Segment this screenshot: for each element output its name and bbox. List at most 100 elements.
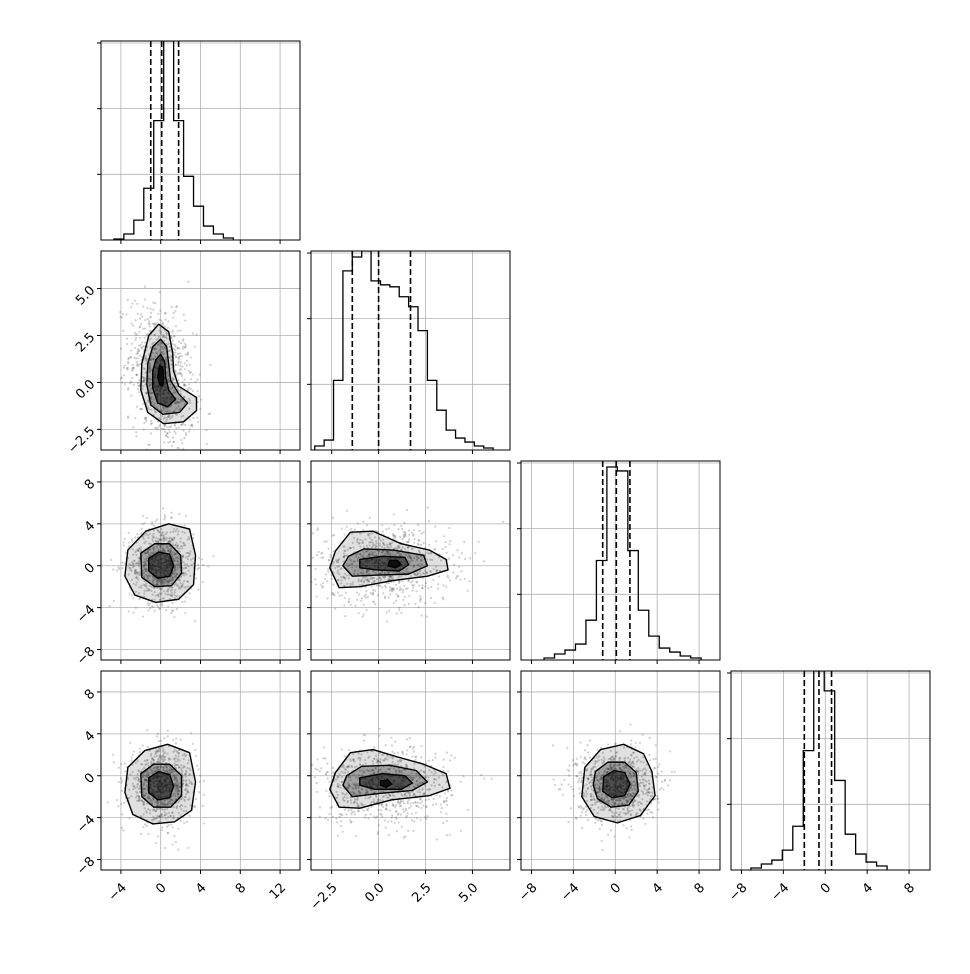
scatter-point [123, 544, 125, 546]
scatter-point [365, 590, 367, 592]
scatter-point [410, 805, 412, 807]
scatter-point [151, 521, 153, 523]
scatter-point [395, 816, 397, 818]
scatter-point [439, 795, 441, 797]
scatter-point [385, 744, 387, 746]
scatter-point [124, 538, 126, 540]
scatter-point [344, 597, 346, 599]
scatter-point [118, 767, 120, 769]
scatter-point [361, 597, 363, 599]
scatter-point [341, 528, 343, 530]
scatter-point [449, 543, 451, 545]
scatter-point [413, 538, 415, 540]
scatter-point [425, 818, 427, 820]
scatter-point [118, 781, 120, 783]
scatter-point [124, 763, 126, 765]
scatter-point [444, 800, 446, 802]
scatter-point [157, 426, 159, 428]
scatter-point [411, 819, 413, 821]
scatter-point [182, 338, 184, 340]
scatter-point [182, 429, 184, 431]
scatter-point [656, 798, 658, 800]
scatter-point [194, 381, 196, 383]
scatter-point [480, 774, 482, 776]
scatter-point [175, 364, 177, 366]
scatter-point [174, 344, 176, 346]
scatter-point [146, 307, 148, 309]
scatter-point [136, 497, 138, 499]
scatter-point [136, 364, 138, 366]
scatter-point [189, 418, 191, 420]
scatter-point [171, 445, 173, 447]
x-tick-label: −2.5 [308, 880, 341, 913]
scatter-point [147, 833, 149, 835]
scatter-point [161, 829, 163, 831]
scatter-point [179, 352, 181, 354]
y-tick-label: 0.0 [73, 377, 98, 402]
scatter-point [282, 779, 284, 781]
scatter-point [373, 816, 375, 818]
scatter-point [397, 595, 399, 597]
scatter-point [195, 755, 197, 757]
scatter-point [395, 810, 397, 812]
scatter-point [395, 600, 397, 602]
scatter-point [444, 792, 446, 794]
scatter-point [384, 819, 386, 821]
scatter-point [308, 791, 310, 793]
scatter-point [116, 569, 118, 571]
scatter-point [164, 431, 166, 433]
scatter-point [167, 605, 169, 607]
scatter-point [409, 737, 411, 739]
scatter-point [351, 811, 353, 813]
scatter-point [178, 426, 180, 428]
scatter-point [442, 584, 444, 586]
scatter-point [442, 758, 444, 760]
scatter-point [421, 800, 423, 802]
scatter-point [132, 364, 134, 366]
scatter-point [194, 805, 196, 807]
scatter-point [416, 590, 418, 592]
scatter-point [307, 793, 309, 795]
scatter-point [206, 443, 208, 445]
scatter-point [198, 768, 200, 770]
scatter-point [147, 746, 149, 748]
scatter-point [399, 589, 401, 591]
scatter-point [413, 750, 415, 752]
scatter-point [183, 437, 185, 439]
scatter-point [459, 579, 461, 581]
scatter-point [131, 343, 133, 345]
scatter-point [419, 600, 421, 602]
scatter-point [198, 567, 200, 569]
scatter-point [300, 793, 302, 795]
scatter-point [177, 330, 179, 332]
scatter-point [151, 523, 153, 525]
scatter-point [397, 752, 399, 754]
scatter-point [408, 603, 410, 605]
scatter-point [131, 594, 133, 596]
scatter-point [365, 609, 367, 611]
scatter-point [421, 587, 423, 589]
scatter-point [446, 804, 448, 806]
scatter-point [192, 390, 194, 392]
scatter-point [189, 592, 191, 594]
scatter-point [135, 319, 137, 321]
scatter-point [412, 830, 414, 832]
scatter-point [186, 354, 188, 356]
scatter-point [278, 554, 280, 556]
scatter-point [449, 579, 451, 581]
scatter-point [415, 805, 417, 807]
scatter-point [200, 399, 202, 401]
scatter-point [181, 366, 183, 368]
scatter-point [120, 347, 122, 349]
scatter-point [147, 443, 149, 445]
scatter-point [490, 778, 492, 780]
scatter-point [393, 602, 395, 604]
scatter-point [402, 591, 404, 593]
scatter-point [122, 330, 124, 332]
scatter-point [329, 813, 331, 815]
scatter-point [372, 601, 374, 603]
scatter-point [153, 525, 155, 527]
scatter-point [407, 800, 409, 802]
